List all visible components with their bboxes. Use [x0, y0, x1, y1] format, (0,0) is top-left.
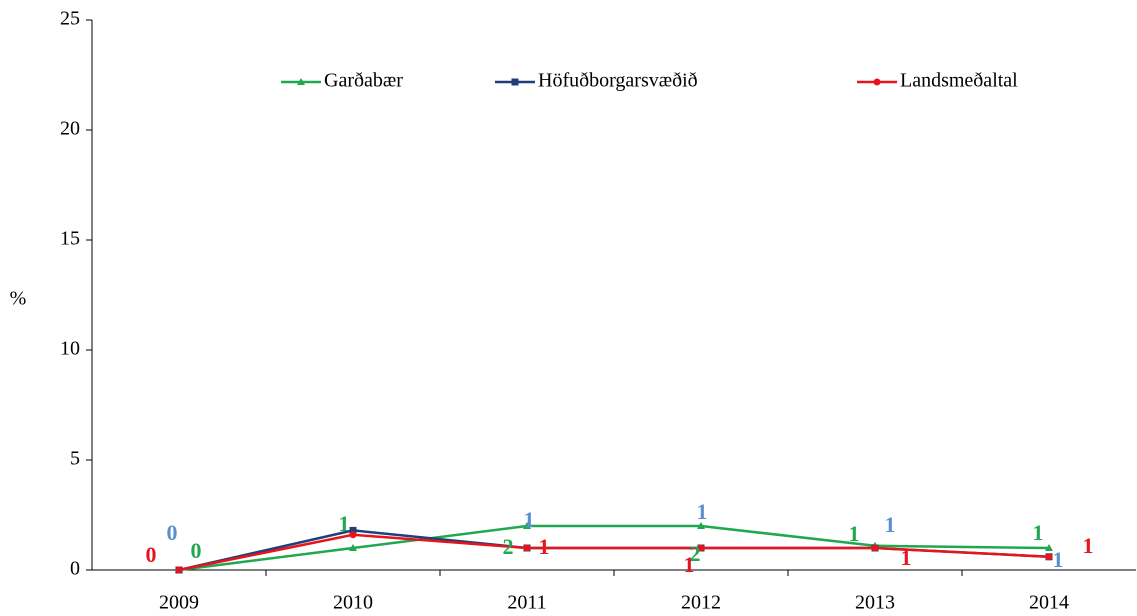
data-label: 1: [1083, 533, 1094, 558]
marker: [871, 544, 879, 552]
data-label: 1: [1053, 547, 1064, 572]
x-tick-label: 2009: [159, 592, 199, 614]
x-tick-label: 2014: [1029, 592, 1069, 614]
data-label: 1: [885, 512, 896, 537]
marker: [873, 78, 881, 86]
marker: [349, 531, 357, 539]
y-tick-label: 5: [70, 448, 80, 470]
data-label: 1: [684, 552, 695, 577]
data-label: 1: [524, 507, 535, 532]
y-tick-label: 0: [70, 558, 80, 580]
marker: [523, 522, 531, 529]
marker: [349, 526, 357, 534]
data-label: 0: [146, 542, 157, 567]
data-label: 1: [1033, 520, 1044, 545]
y-tick-label: 25: [60, 8, 80, 30]
data-label: 1: [849, 521, 860, 546]
data-label: 2: [503, 534, 514, 559]
series-line: [178, 524, 1050, 572]
y-tick-label: 15: [60, 228, 80, 250]
legend-label: Höfuðborgarsvæðið: [538, 70, 698, 92]
marker: [523, 544, 531, 552]
x-tick-label: 2010: [333, 592, 373, 614]
marker: [511, 78, 519, 86]
series-line: [178, 533, 1050, 572]
data-label: 1: [697, 499, 708, 524]
marker: [697, 544, 705, 552]
data-label: 1: [539, 534, 550, 559]
data-label: 1: [901, 545, 912, 570]
marker: [175, 566, 183, 574]
x-tick-label: 2012: [681, 592, 721, 614]
x-tick-label: 2011: [507, 592, 546, 614]
y-tick-label: 20: [60, 118, 80, 140]
data-label: 0: [167, 520, 178, 545]
data-label: 1: [339, 511, 350, 536]
data-label: 2: [690, 541, 701, 566]
legend-label: Landsmeðaltal: [900, 70, 1018, 92]
marker: [349, 544, 357, 551]
y-tick-label: 10: [60, 338, 80, 360]
marker: [297, 78, 305, 85]
marker: [697, 522, 705, 529]
data-label: 0: [191, 538, 202, 563]
marker: [1045, 553, 1053, 561]
marker: [1045, 544, 1053, 551]
x-tick-label: 2013: [855, 592, 895, 614]
y-axis-label: %: [10, 288, 27, 310]
legend-label: Garðabær: [324, 70, 403, 92]
